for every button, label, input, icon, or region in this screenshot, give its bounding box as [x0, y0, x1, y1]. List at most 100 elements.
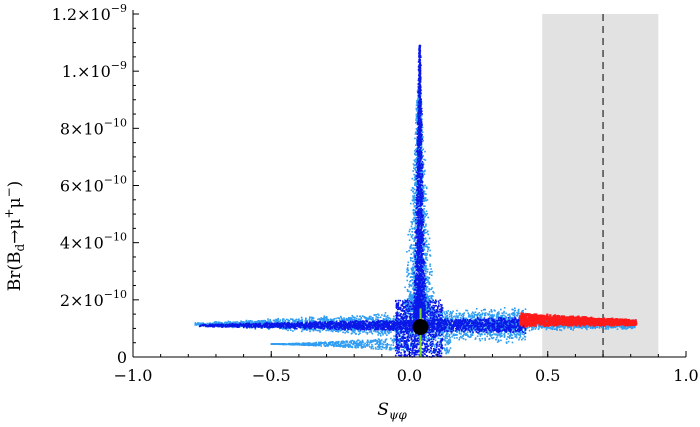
data-point — [437, 331, 439, 333]
data-point — [521, 333, 524, 335]
data-point — [225, 321, 227, 324]
data-point — [335, 330, 337, 332]
data-point — [423, 170, 425, 173]
data-point — [427, 317, 430, 319]
data-point — [406, 279, 409, 282]
data-point — [415, 258, 418, 260]
data-point — [413, 252, 415, 255]
data-point — [384, 312, 387, 314]
data-point — [321, 329, 324, 331]
data-point — [302, 328, 304, 330]
data-point — [360, 317, 363, 319]
data-point — [422, 186, 425, 188]
data-point — [310, 344, 313, 346]
data-point — [398, 343, 401, 346]
data-point — [425, 186, 428, 188]
data-point — [426, 306, 428, 308]
data-point — [473, 312, 475, 314]
data-point — [439, 312, 441, 315]
data-point — [368, 316, 371, 319]
data-point — [195, 324, 198, 326]
data-point — [408, 302, 410, 305]
data-point — [406, 251, 408, 253]
data-point — [414, 267, 417, 270]
data-point — [412, 281, 415, 284]
data-point — [415, 144, 417, 146]
data-point — [427, 290, 430, 293]
data-point — [290, 329, 292, 331]
data-point — [348, 346, 350, 348]
data-point — [339, 343, 342, 345]
data-point — [321, 342, 323, 344]
data-point — [428, 298, 431, 300]
data-point — [413, 226, 416, 229]
data-point — [471, 333, 473, 335]
data-point — [284, 343, 286, 346]
data-point — [444, 337, 447, 340]
data-point — [477, 313, 479, 316]
data-point — [319, 331, 321, 333]
data-point — [390, 337, 392, 340]
data-point — [458, 338, 460, 341]
data-point — [517, 313, 519, 315]
data-point — [420, 146, 423, 148]
data-point — [522, 337, 524, 340]
data-point — [226, 322, 228, 324]
data-point — [489, 319, 491, 322]
data-point — [242, 321, 245, 323]
data-point — [428, 300, 431, 303]
data-point — [294, 328, 296, 331]
data-point — [412, 296, 414, 298]
data-point — [490, 337, 493, 339]
data-point — [507, 333, 509, 335]
data-point — [397, 342, 399, 344]
data-point — [282, 328, 284, 330]
data-point — [430, 288, 433, 291]
data-point — [418, 336, 420, 339]
data-point — [363, 316, 365, 318]
data-point — [414, 160, 416, 163]
data-point — [285, 318, 288, 321]
data-point — [397, 340, 400, 343]
data-point — [423, 197, 426, 200]
data-point — [364, 346, 366, 348]
data-point — [509, 333, 512, 336]
data-point — [427, 279, 429, 281]
data-point — [381, 345, 384, 348]
data-point — [283, 318, 285, 321]
data-point — [406, 275, 408, 278]
data-point — [518, 312, 520, 315]
data-point — [449, 341, 452, 343]
data-point — [411, 299, 413, 301]
data-point — [287, 329, 289, 332]
data-point — [415, 158, 417, 161]
data-point — [199, 323, 201, 326]
data-point — [416, 287, 418, 290]
data-point — [410, 257, 412, 260]
data-point — [311, 316, 314, 319]
data-point — [451, 312, 453, 314]
data-point — [518, 322, 520, 324]
data-point — [415, 184, 417, 186]
data-point — [353, 343, 355, 346]
data-point — [366, 345, 369, 347]
data-point — [434, 331, 436, 334]
data-point — [393, 315, 395, 318]
data-point — [466, 334, 468, 336]
data-point — [330, 318, 333, 321]
data-point — [446, 332, 448, 334]
data-point — [414, 239, 416, 242]
data-point — [498, 334, 500, 336]
data-point — [471, 317, 474, 319]
data-point — [412, 299, 415, 302]
data-point — [479, 339, 481, 342]
data-point — [517, 311, 520, 313]
data-point — [382, 319, 384, 321]
data-point — [567, 327, 569, 329]
data-point — [423, 190, 426, 193]
data-point — [456, 331, 458, 333]
data-point — [408, 304, 411, 307]
data-point — [412, 263, 415, 265]
data-point — [266, 320, 268, 323]
data-point — [500, 308, 502, 311]
